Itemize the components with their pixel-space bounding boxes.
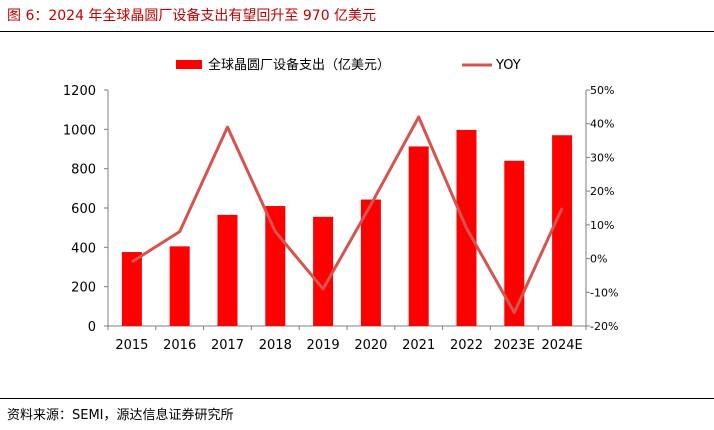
- bar: [313, 216, 334, 326]
- y-right-tick-label: 40%: [590, 118, 614, 131]
- y-left-tick-label: 1000: [63, 123, 96, 138]
- bar: [552, 135, 573, 326]
- x-tick-label: 2024E: [541, 338, 582, 353]
- y-right-tick-label: 50%: [590, 84, 614, 97]
- legend-bar-swatch: [176, 60, 202, 69]
- bottom-rule: [0, 398, 714, 399]
- x-tick-label: 2016: [163, 338, 196, 353]
- line-series: [131, 115, 564, 314]
- chart: 全球晶圆厂设备支出（亿美元） YOY 0 200 400 600 800 1000 1200…: [63, 57, 619, 353]
- bar: [121, 252, 142, 326]
- bar: [504, 160, 525, 326]
- x-tick-label: 2019: [307, 338, 340, 353]
- y-right-tick-label: -10%: [590, 286, 618, 299]
- x-tick-label: 2022: [450, 338, 483, 353]
- legend-line-label: YOY: [495, 58, 521, 73]
- y-left-tick-label: 600: [71, 202, 96, 217]
- y-left-tick-label: 1200: [63, 84, 96, 99]
- tick-labels: 0 200 400 600 800 1000 1200 -20% -10% 0% 10% 20% 30%…: [63, 84, 619, 353]
- bar: [265, 206, 286, 326]
- y-right-tick-label: -20%: [590, 320, 618, 333]
- source-note: 资料来源：SEMI，源达信息证券研究所: [7, 408, 234, 423]
- x-tick-label: 2021: [402, 338, 435, 353]
- x-tick-label: 2020: [354, 338, 387, 353]
- x-tick-label: 2018: [259, 338, 292, 353]
- y-right-tick-label: 0%: [590, 253, 607, 266]
- y-right-tick-label: 30%: [590, 151, 614, 164]
- legend-bar-label: 全球晶圆厂设备支出（亿美元）: [208, 57, 390, 73]
- x-tick-label: 2023E: [494, 338, 535, 353]
- y-left-tick-label: 0: [88, 320, 96, 335]
- top-rule: [0, 31, 714, 32]
- bar: [408, 146, 429, 326]
- yoy-line: [131, 115, 564, 314]
- x-tick-label: 2015: [115, 338, 148, 353]
- bar: [169, 246, 190, 326]
- bar: [360, 199, 381, 326]
- y-left-tick-label: 400: [71, 241, 96, 256]
- y-right-tick-label: 10%: [590, 219, 614, 232]
- y-left-tick-label: 200: [71, 281, 96, 296]
- y-left-tick-label: 800: [71, 163, 96, 178]
- figure-title: 图 6：2024 年全球晶圆厂设备支出有望回升至 970 亿美元: [7, 8, 377, 24]
- legend: 全球晶圆厂设备支出（亿美元） YOY: [176, 57, 521, 73]
- x-tick-label: 2017: [211, 338, 244, 353]
- bar: [217, 214, 238, 326]
- y-right-tick-label: 20%: [590, 185, 614, 198]
